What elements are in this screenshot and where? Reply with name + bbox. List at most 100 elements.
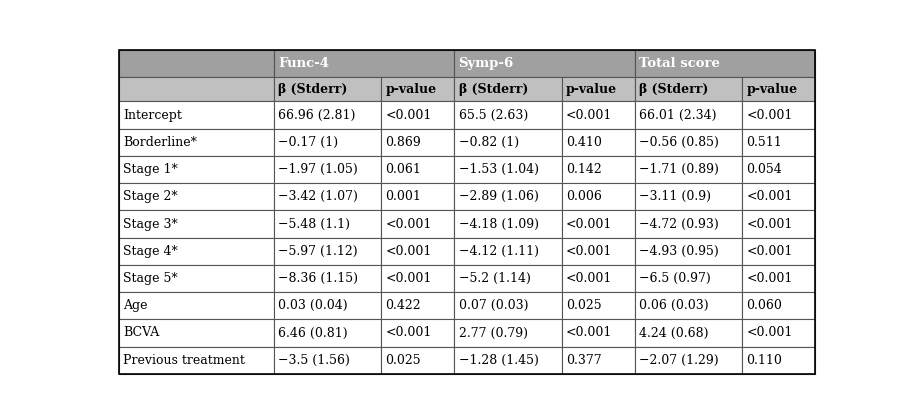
Text: 0.03 (0.04): 0.03 (0.04): [278, 299, 348, 312]
Text: <0.001: <0.001: [747, 326, 793, 339]
Text: <0.001: <0.001: [565, 272, 612, 285]
Text: 2.77 (0.79): 2.77 (0.79): [458, 326, 527, 339]
Text: <0.001: <0.001: [747, 190, 793, 203]
Text: 0.377: 0.377: [565, 354, 602, 367]
Bar: [562, 265, 635, 292]
Text: −0.82 (1): −0.82 (1): [458, 136, 518, 149]
Bar: [119, 319, 274, 346]
Bar: [742, 292, 815, 319]
Bar: [742, 210, 815, 238]
Text: Stage 2*: Stage 2*: [123, 190, 178, 203]
Text: Stage 1*: Stage 1*: [123, 163, 178, 176]
Bar: [454, 183, 562, 210]
Bar: [742, 265, 815, 292]
Text: <0.001: <0.001: [747, 218, 793, 231]
Text: −5.97 (1.12): −5.97 (1.12): [278, 245, 358, 258]
Bar: [562, 183, 635, 210]
Bar: [119, 265, 274, 292]
Text: −3.42 (1.07): −3.42 (1.07): [278, 190, 358, 203]
Text: Func-4: Func-4: [278, 57, 329, 70]
Bar: [119, 77, 274, 102]
Text: <0.001: <0.001: [385, 218, 431, 231]
Bar: [454, 102, 562, 129]
Text: 0.025: 0.025: [385, 354, 421, 367]
Bar: [635, 156, 742, 183]
Text: −2.07 (1.29): −2.07 (1.29): [639, 354, 718, 367]
Bar: [381, 129, 454, 156]
Bar: [274, 156, 381, 183]
Bar: [454, 129, 562, 156]
Text: Total score: Total score: [639, 57, 720, 70]
Text: <0.001: <0.001: [565, 218, 612, 231]
Bar: [562, 346, 635, 374]
Text: <0.001: <0.001: [385, 272, 431, 285]
Bar: [454, 292, 562, 319]
Text: β (Stderr): β (Stderr): [278, 83, 347, 96]
Text: −5.2 (1.14): −5.2 (1.14): [458, 272, 530, 285]
Text: 0.060: 0.060: [747, 299, 782, 312]
Text: −0.17 (1): −0.17 (1): [278, 136, 338, 149]
Text: 0.06 (0.03): 0.06 (0.03): [639, 299, 708, 312]
Text: BCVA: BCVA: [123, 326, 159, 339]
Text: 0.869: 0.869: [385, 136, 421, 149]
Bar: [454, 319, 562, 346]
Bar: [454, 77, 562, 102]
Bar: [742, 102, 815, 129]
Text: −1.71 (0.89): −1.71 (0.89): [639, 163, 719, 176]
Text: −5.48 (1.1): −5.48 (1.1): [278, 218, 350, 231]
Text: <0.001: <0.001: [747, 272, 793, 285]
Text: −1.53 (1.04): −1.53 (1.04): [458, 163, 538, 176]
Bar: [635, 50, 815, 77]
Text: 0.142: 0.142: [565, 163, 602, 176]
Bar: [381, 210, 454, 238]
Text: Age: Age: [123, 299, 148, 312]
Bar: [454, 210, 562, 238]
Text: 0.025: 0.025: [565, 299, 602, 312]
Bar: [381, 238, 454, 265]
Text: 4.24 (0.68): 4.24 (0.68): [639, 326, 708, 339]
Bar: [381, 77, 454, 102]
Text: p-value: p-value: [565, 83, 617, 96]
Bar: [274, 319, 381, 346]
Bar: [119, 156, 274, 183]
Bar: [454, 265, 562, 292]
Text: <0.001: <0.001: [385, 109, 431, 122]
Bar: [635, 238, 742, 265]
Bar: [381, 319, 454, 346]
Text: β (Stderr): β (Stderr): [639, 83, 708, 96]
Bar: [562, 156, 635, 183]
Bar: [381, 292, 454, 319]
Bar: [635, 183, 742, 210]
Text: <0.001: <0.001: [565, 109, 612, 122]
Bar: [562, 210, 635, 238]
Bar: [381, 265, 454, 292]
Bar: [274, 102, 381, 129]
Bar: [635, 210, 742, 238]
Bar: [119, 346, 274, 374]
Bar: [119, 238, 274, 265]
Text: 0.410: 0.410: [565, 136, 602, 149]
Bar: [742, 156, 815, 183]
Text: p-value: p-value: [385, 83, 437, 96]
Bar: [635, 346, 742, 374]
Text: 0.422: 0.422: [385, 299, 421, 312]
Bar: [119, 183, 274, 210]
Text: 0.061: 0.061: [385, 163, 421, 176]
Bar: [119, 129, 274, 156]
Text: −1.28 (1.45): −1.28 (1.45): [458, 354, 538, 367]
Text: <0.001: <0.001: [747, 109, 793, 122]
Text: 6.46 (0.81): 6.46 (0.81): [278, 326, 348, 339]
Bar: [274, 346, 381, 374]
Text: Borderline*: Borderline*: [123, 136, 197, 149]
Bar: [454, 346, 562, 374]
Text: −3.11 (0.9): −3.11 (0.9): [639, 190, 711, 203]
Text: Previous treatment: Previous treatment: [123, 354, 245, 367]
Bar: [635, 102, 742, 129]
Bar: [274, 292, 381, 319]
Bar: [274, 50, 454, 77]
Text: <0.001: <0.001: [565, 326, 612, 339]
Bar: [562, 77, 635, 102]
Text: 66.01 (2.34): 66.01 (2.34): [639, 109, 717, 122]
Bar: [562, 319, 635, 346]
Text: <0.001: <0.001: [565, 245, 612, 258]
